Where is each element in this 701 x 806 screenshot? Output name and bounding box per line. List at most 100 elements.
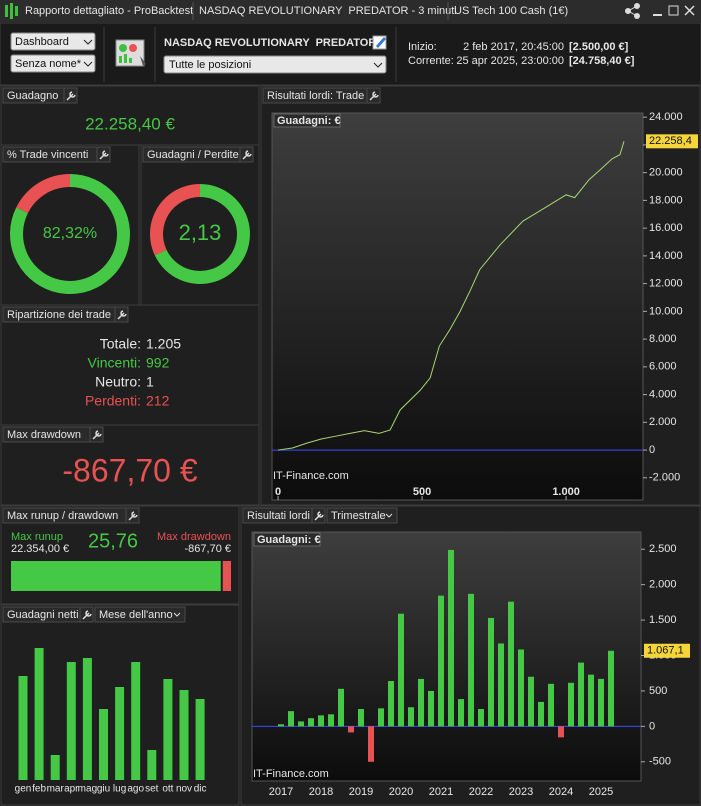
x-tick-label: 2018 [309,786,333,798]
bar [438,595,444,727]
bar [298,721,304,727]
bar [66,662,76,780]
wrench-icon [66,91,76,101]
view-dropdown-text: Dashboard [15,36,69,48]
bar [368,726,374,762]
last-value-tag [646,134,698,149]
panel-title: Ripartizione dei trade [7,309,111,321]
bar [18,676,28,780]
bar [99,709,108,780]
bar [518,649,524,727]
edit-icon[interactable] [372,35,387,50]
axis-label-box [273,113,341,128]
maximize[interactable] [668,5,679,16]
bar [538,701,544,727]
chevron [83,61,93,67]
bar [398,613,404,727]
wrench-icon [314,511,324,521]
breakdown-label: Totale: [100,336,141,352]
share-icon[interactable] [625,3,640,19]
bar [348,726,354,733]
tab[interactable]: Rapporto dettagliato - ProBacktest [25,5,193,17]
bar [308,718,314,727]
view-dropdown[interactable] [10,32,96,51]
y-tick-label: 14.000 [649,250,683,262]
last-value-label: 22.258,4 [649,135,692,147]
period-dropdown[interactable] [326,507,398,524]
plot-area [251,531,642,782]
bar [34,648,44,780]
icon-wrench [140,56,146,66]
current-capital: [24.758,40 €] [569,55,635,67]
positions-dropdown-text: Tutte le posizioni [169,59,251,71]
start-date: 2 feb 2017, 20:45:00 [463,41,564,53]
app-icon [5,5,8,17]
x-tick-label: 2021 [429,786,453,798]
panel-title: % Trade vincenti [7,149,88,161]
panel-title: Max runup / drawdown [7,510,118,522]
x-tick-label: lug [113,784,126,795]
y-tick-label: 2.000 [649,416,677,428]
edit-pen [376,37,386,48]
preset-dropdown-text: Senza nome* [15,58,82,70]
x-tick-label: apr [64,784,79,795]
bar [428,690,434,727]
donut-segment [16,174,71,214]
tab[interactable]: NASDAQ REVOLUTIONARY PREDATOR - 3 minuti [199,5,457,17]
bar [328,714,334,727]
x-tick-label: 2025 [589,786,613,798]
x-tick-label: gen [15,784,32,795]
x-tick-label: 2019 [349,786,373,798]
tab[interactable]: US Tech 100 Cash (1€) [454,5,568,17]
donut-segment [150,183,200,256]
y-tick-label: -500 [649,756,671,768]
preset-dropdown[interactable] [10,54,96,73]
watermark: IT-Finance.com [253,768,329,780]
y-tick-label: 2.000 [649,579,677,591]
bar [378,708,384,727]
bar [388,681,394,727]
drawdown-label: Max drawdown [157,531,231,543]
report-icon[interactable] [115,39,146,67]
axis-label-box [253,532,321,547]
y-tick-label: 8.000 [649,333,677,345]
current-date: 25 apr 2025, 23:00:00 [456,55,564,67]
bar [608,650,614,727]
icon-bar [124,54,127,63]
win-rate-panel [0,144,140,306]
period-dropdown-text: Mese dell'anno [99,609,173,621]
bar [195,699,205,780]
link [627,10,638,17]
axis-label: Guadagni: € [277,115,341,127]
link [627,5,638,12]
bar [278,724,284,727]
bar [488,617,494,727]
period-dropdown[interactable] [94,606,186,623]
watermark: IT-Finance.com [273,470,349,482]
x-tick-label: mag [78,784,97,795]
y-tick-label: 24.000 [649,111,683,123]
breakdown-value: 1.205 [146,336,181,352]
runup-value: 22.354,00 € [11,543,69,555]
y-tick-label: 0 [649,720,655,732]
x-tick-label: dic [194,784,207,795]
wrench-icon [242,150,252,160]
panel-title: Guadagno [7,90,58,102]
positions-dropdown[interactable] [163,55,387,74]
y-tick-label: 16.000 [649,222,683,234]
close[interactable] [684,5,695,16]
y-tick-label: 0 [649,444,655,456]
icon-dot [119,44,127,52]
donut-label: 2,13 [179,220,222,245]
bar [418,678,424,727]
panel-title: Risultati lordi: Trade [267,90,364,102]
x-tick-label: nov [176,784,192,795]
x-tick-label: 2023 [509,786,533,798]
breakdown-label: Vincenti: [88,355,141,371]
y-tick-label: 18.000 [649,194,683,206]
x-tick-label: feb [32,784,46,795]
chevron [173,612,181,617]
bar [568,682,574,727]
bar [498,643,504,727]
bar [82,658,92,780]
